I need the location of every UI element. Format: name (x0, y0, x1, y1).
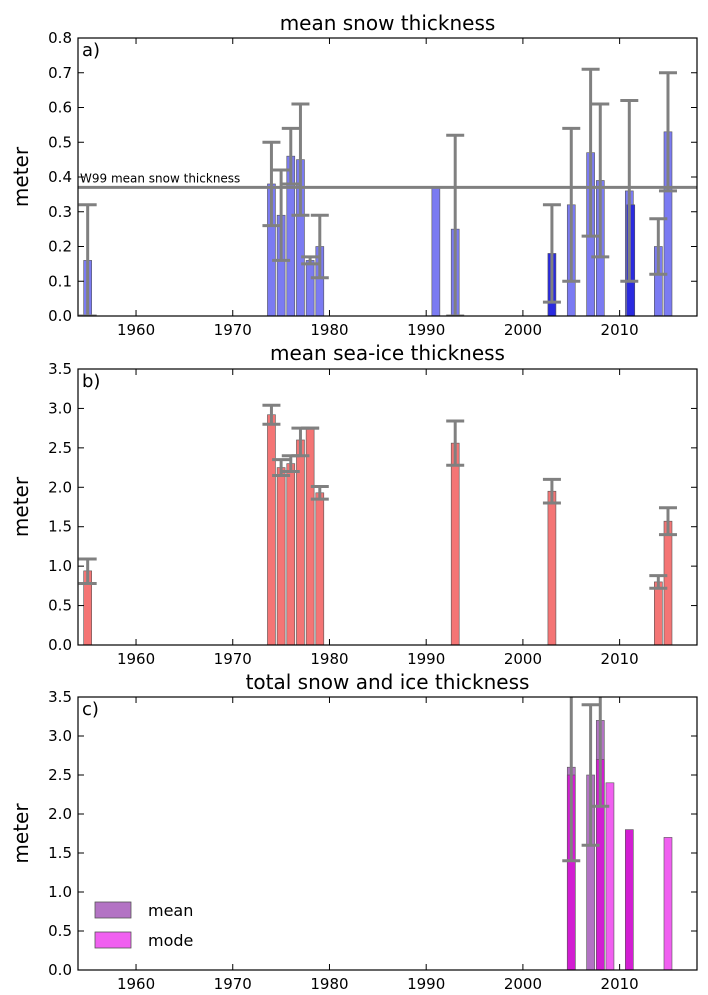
y-tick-label: 2.0 (48, 478, 72, 496)
plot-area (78, 403, 677, 645)
bar (315, 492, 325, 645)
legend: mean mode (94, 901, 193, 950)
y-tick-label: 1.0 (48, 557, 72, 575)
y-tick-label: 0.8 (48, 29, 72, 47)
y-tick-label: 2.5 (48, 766, 72, 784)
panel-label: c) (82, 699, 99, 720)
y-tick-label: 0.3 (48, 203, 72, 221)
y-tick-label: 3.5 (48, 688, 72, 706)
chart-title: total snow and ice thickness (246, 670, 530, 694)
y-tick-label: 0.5 (48, 922, 72, 940)
y-tick-label: 2.0 (48, 805, 72, 823)
y-tick-label: 2.5 (48, 439, 72, 457)
bar (267, 414, 276, 645)
bar-mode (663, 837, 673, 970)
bar (431, 187, 441, 316)
y-tick-label: 0.1 (48, 272, 72, 290)
x-tick-label: 2010 (601, 650, 639, 668)
chart-title: mean snow thickness (280, 11, 496, 35)
y-tick-label: 0.6 (48, 99, 72, 117)
y-axis-label: meter (9, 476, 33, 537)
bar-mode (605, 782, 615, 970)
panel-3: total snow and ice thickness meter c) 0.0 0.… (9, 670, 698, 993)
plot-area (562, 697, 673, 970)
plot-area (78, 67, 697, 316)
y-tick-label: 1.5 (48, 518, 72, 536)
x-tick-label: 1980 (310, 975, 348, 993)
x-tick-label: 1960 (117, 650, 155, 668)
y-tick-label: 3.5 (48, 360, 72, 378)
bar-mode (624, 829, 634, 970)
y-tick-label: 0.0 (48, 636, 72, 654)
x-tick-label: 1960 (117, 321, 155, 339)
plot-frame (77, 368, 698, 646)
x-tick-label: 1990 (407, 975, 445, 993)
y-tick-label: 0.2 (48, 238, 72, 256)
x-tick-label: 1990 (407, 650, 445, 668)
bar (286, 463, 296, 645)
y-tick-label: 0.0 (48, 307, 72, 325)
bar (663, 520, 673, 645)
x-tick-label: 1980 (310, 321, 348, 339)
y-tick-label: 0.5 (48, 133, 72, 151)
reference-line-label: W99 mean snow thickness (80, 171, 240, 185)
y-tick-label: 0.7 (48, 64, 72, 82)
x-tick-label: 2000 (504, 650, 542, 668)
x-tick-label: 2010 (601, 975, 639, 993)
bar (654, 581, 663, 645)
x-tick-label: 1980 (310, 650, 348, 668)
legend-swatch-mean (94, 901, 132, 919)
chart-title: mean sea-ice thickness (270, 341, 505, 365)
bar (547, 490, 557, 645)
bar (276, 467, 286, 645)
bar (305, 260, 315, 316)
x-tick-label: 2000 (504, 321, 542, 339)
y-tick-label: 0.5 (48, 597, 72, 615)
y-tick-label: 1.5 (48, 844, 72, 862)
plot-frame (77, 37, 698, 317)
x-tick-label: 1990 (407, 321, 445, 339)
legend-label-mode: mode (148, 931, 193, 950)
y-axis-label: meter (9, 803, 33, 864)
x-tick-label: 2000 (504, 975, 542, 993)
x-tick-label: 1970 (214, 975, 252, 993)
panel-label: b) (82, 371, 100, 392)
y-tick-label: 3.0 (48, 399, 72, 417)
legend-label-mean: mean (148, 901, 193, 920)
x-tick-label: 1960 (117, 975, 155, 993)
x-tick-label: 1970 (214, 650, 252, 668)
y-tick-label: 1.0 (48, 883, 72, 901)
panel-1: mean snow thickness meter a) 0.0 0.1 0.2 0.3 0.… (9, 11, 698, 339)
y-tick-label: 0.4 (48, 168, 72, 186)
x-tick-label: 2010 (601, 321, 639, 339)
bar (450, 442, 460, 645)
plot-frame (77, 696, 698, 971)
y-tick-label: 0.0 (48, 961, 72, 979)
legend-swatch-mode (94, 931, 132, 949)
panel-label: a) (82, 40, 100, 61)
y-axis-label: meter (9, 146, 33, 207)
bar (305, 427, 315, 645)
panel-2: mean sea-ice thickness meter b) 0.0 0.5 1.0 1.… (9, 341, 698, 668)
x-tick-label: 1970 (214, 321, 252, 339)
y-tick-label: 3.0 (48, 727, 72, 745)
